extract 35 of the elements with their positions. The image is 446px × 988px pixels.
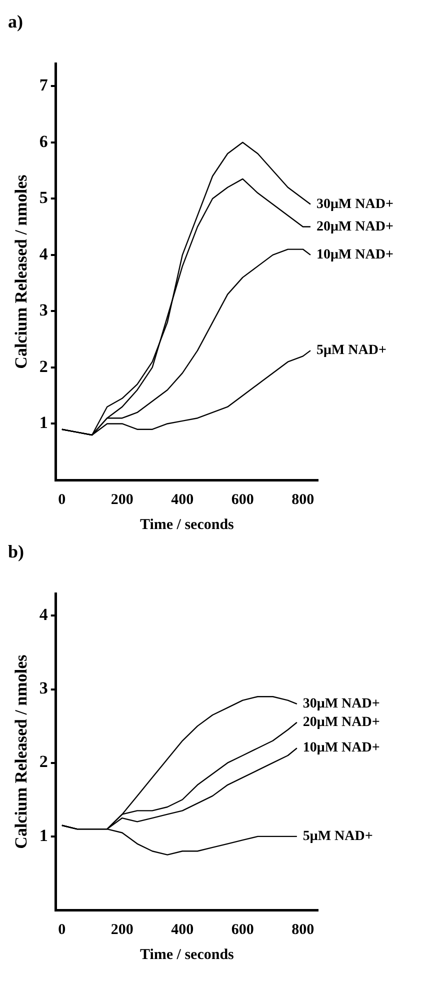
series-label: 10μM NAD+ [316,248,394,263]
x-tick-label: 200 [110,492,134,508]
x-tick-label: 0 [58,922,66,938]
y-tick-label: 7 [39,76,48,94]
y-tick-label: 4 [39,244,48,264]
x-tick-label: 400 [171,922,194,938]
y-axis-title: Calcium Released / nmoles [12,654,31,849]
series-label: 20μM NAD+ [316,219,394,234]
x-tick-label: 600 [231,922,254,938]
chart-title: a) [8,11,23,32]
x-tick-label: 400 [171,492,194,508]
y-tick-label: 3 [39,300,48,320]
x-tick-label: 800 [292,492,314,508]
x-axis-title: Time / seconds [140,516,234,533]
series-label: 5μM NAD+ [302,829,373,844]
y-tick-label: 6 [39,132,48,151]
x-tick-label: 600 [231,492,254,508]
y-tick-label: 2 [39,752,48,772]
y-tick-label: 4 [39,605,48,624]
x-tick-label: 800 [292,922,314,938]
y-tick-label: 1 [39,413,48,432]
y-tick-label: 2 [39,356,48,376]
chart-title: b) [8,541,24,562]
series-label: 10μM NAD+ [302,740,380,756]
x-tick-label: 0 [58,492,66,508]
x-tick-label: 200 [110,922,134,938]
series-label: 5μM NAD+ [316,343,386,358]
y-tick-label: 1 [39,826,48,845]
y-tick-label: 3 [39,678,48,698]
y-axis-title: Calcium Released / nmoles [12,174,31,369]
series-label: 30μM NAD+ [302,696,380,712]
series-label: 30μM NAD+ [316,196,394,212]
x-axis-title: Time / seconds [140,946,234,963]
series-label: 20μM NAD+ [302,714,380,730]
y-tick-label: 5 [39,188,48,208]
